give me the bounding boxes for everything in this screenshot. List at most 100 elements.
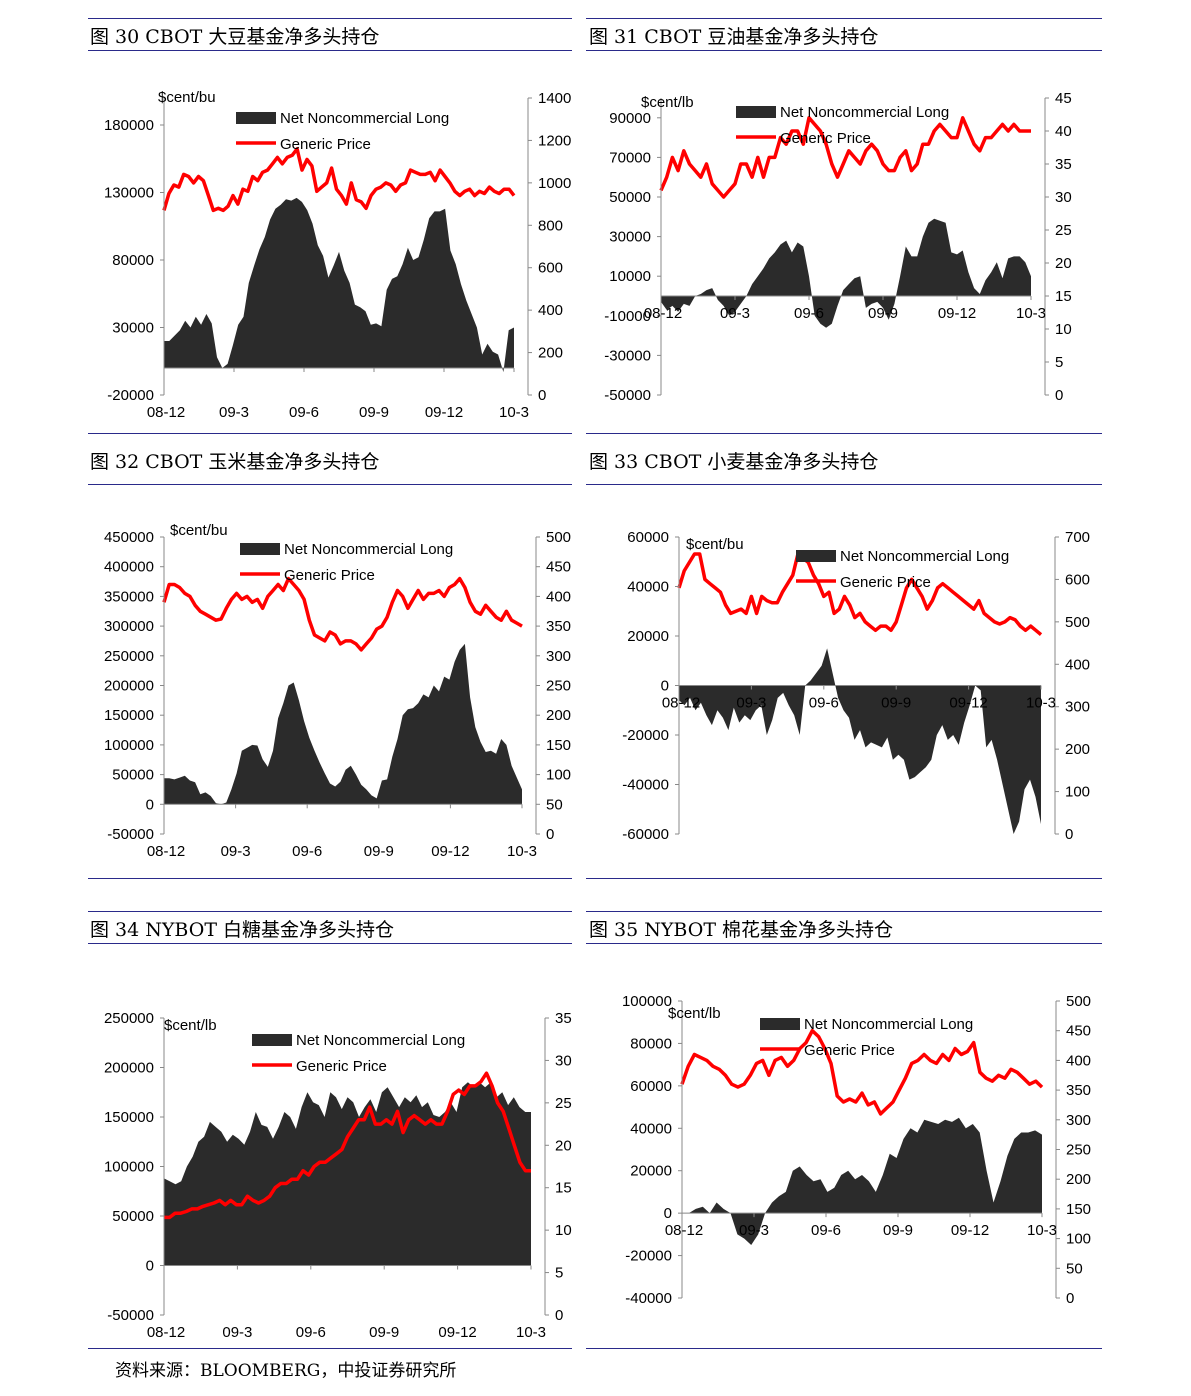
chart-31-title: 图 31 CBOT 豆油基金净多头持仓	[589, 26, 879, 48]
left-tick-label: 300000	[104, 618, 154, 635]
chart-32-title: 图 32 CBOT 玉米基金净多头持仓	[90, 451, 380, 473]
left-tick-label: 250000	[104, 1010, 154, 1027]
right-tick-label: 200	[538, 345, 563, 362]
legend-area-swatch	[252, 1034, 292, 1046]
generic-price-line	[659, 116, 1031, 199]
right-tick-label: 15	[555, 1180, 572, 1197]
right-tick-label: 200	[1065, 741, 1090, 758]
right-tick-label: 300	[1065, 699, 1090, 716]
section-rule-right-3b	[586, 911, 1102, 912]
left-tick-label: 0	[146, 1258, 154, 1275]
right-tick-label: 10	[555, 1222, 572, 1239]
left-tick-label: -20000	[622, 727, 669, 744]
chart-34-sugar: -50000 0 50000 100000 150000 200000 250000 0 5 10…	[104, 1010, 572, 1341]
left-tick-label: -10000	[604, 308, 651, 325]
right-tick-label: 0	[1055, 387, 1063, 404]
right-tick-label: 1400	[538, 90, 571, 107]
x-tick-label: 09-12	[425, 404, 463, 421]
left-tick-label: 0	[661, 678, 669, 695]
chart-35-title: 图 35 NYBOT 棉花基金净多头持仓	[589, 919, 894, 941]
x-tick-label: 08-12	[662, 695, 700, 712]
left-tick-label: -20000	[107, 387, 154, 404]
unit-label: $cent/lb	[641, 94, 694, 111]
caption-rule-right-3	[586, 943, 1102, 944]
right-tick-label: 800	[538, 217, 563, 234]
right-tick-label: 0	[1065, 826, 1073, 843]
legend-net-long: Net Noncommercial Long	[804, 1016, 973, 1033]
right-tick-label: 300	[1066, 1112, 1091, 1129]
right-tick-label: 350	[546, 618, 571, 635]
right-tick-label: 5	[555, 1265, 563, 1282]
generic-price-line	[162, 147, 516, 213]
net-long-area	[164, 643, 522, 805]
top-rule-left	[88, 18, 572, 19]
right-tick-label: 500	[1066, 993, 1091, 1010]
right-tick-label: 100	[1066, 1231, 1091, 1248]
unit-label: $cent/lb	[164, 1017, 217, 1034]
legend-generic-price: Generic Price	[780, 130, 871, 147]
left-tick-label: 60000	[627, 529, 669, 546]
right-tick-label: 400	[1066, 1052, 1091, 1069]
section-rule-right-2	[586, 433, 1102, 434]
x-tick-label: 08-12	[147, 1324, 185, 1341]
left-tick-label: 70000	[609, 149, 651, 166]
left-tick-label: 180000	[104, 117, 154, 134]
chart-31-soyoil: -50000 -30000 -10000 10000 30000 50000 70000 90…	[604, 90, 1072, 404]
left-tick-label: -20000	[625, 1248, 672, 1265]
x-tick-label: 09-6	[296, 1324, 326, 1341]
x-tick-label: 09-12	[438, 1324, 476, 1341]
right-tick-label: 600	[538, 260, 563, 277]
x-tick-label: 09-6	[292, 843, 322, 860]
x-tick-label: 08-12	[665, 1222, 703, 1239]
right-tick-label: 50	[1066, 1260, 1083, 1277]
unit-label: $cent/bu	[158, 89, 216, 106]
left-tick-label: 60000	[630, 1078, 672, 1095]
left-tick-label: 20000	[627, 628, 669, 645]
net-long-area	[164, 197, 514, 373]
left-tick-label: 50000	[112, 1208, 154, 1225]
left-tick-label: 90000	[609, 110, 651, 127]
legend-area-swatch	[796, 550, 836, 562]
left-tick-label: 40000	[630, 1120, 672, 1137]
x-tick-label: 09-6	[289, 404, 319, 421]
x-tick-label: 09-3	[720, 305, 750, 322]
right-tick-label: 500	[546, 529, 571, 546]
right-tick-label: 20	[1055, 255, 1072, 272]
right-tick-label: 150	[546, 737, 571, 754]
x-tick-label: 09-3	[736, 695, 766, 712]
left-tick-label: 100000	[104, 737, 154, 754]
x-tick-label: 09-6	[809, 695, 839, 712]
x-tick-label: 09-9	[881, 695, 911, 712]
right-tick-label: 100	[546, 767, 571, 784]
x-tick-label: 09-9	[369, 1324, 399, 1341]
legend-area-swatch	[236, 112, 276, 124]
left-tick-label: 130000	[104, 185, 154, 202]
right-tick-label: 250	[546, 678, 571, 695]
generic-price-line	[162, 576, 523, 652]
section-rule-left-3	[88, 878, 572, 879]
right-tick-label: 1000	[538, 175, 571, 192]
left-tick-label: -30000	[604, 347, 651, 364]
legend-area-swatch	[736, 106, 776, 118]
left-tick-label: -40000	[622, 777, 669, 794]
generic-price-line	[680, 1028, 1044, 1116]
legend-net-long: Net Noncommercial Long	[840, 548, 1009, 565]
legend-generic-price: Generic Price	[804, 1042, 895, 1059]
left-tick-label: -50000	[107, 1307, 154, 1324]
chart-34-title: 图 34 NYBOT 白糖基金净多头持仓	[90, 919, 395, 941]
section-rule-left-3b	[88, 911, 572, 912]
legend-generic-price: Generic Price	[296, 1058, 387, 1075]
right-tick-label: 400	[546, 588, 571, 605]
chart-30-soybean: -20000 30000 80000 130000 180000 0 200 400 600 80…	[104, 89, 571, 421]
section-rule-right-3	[586, 878, 1102, 879]
x-tick-label: 09-12	[951, 1222, 989, 1239]
legend-generic-price: Generic Price	[280, 136, 371, 153]
footer-rule-right	[586, 1348, 1102, 1349]
left-tick-label: -60000	[622, 826, 669, 843]
x-tick-label: 09-12	[431, 843, 469, 860]
x-tick-label: 09-3	[739, 1222, 769, 1239]
right-tick-label: 1200	[538, 132, 571, 149]
left-tick-label: -50000	[604, 387, 651, 404]
right-tick-label: 40	[1055, 123, 1072, 140]
legend-generic-price: Generic Price	[840, 574, 931, 591]
